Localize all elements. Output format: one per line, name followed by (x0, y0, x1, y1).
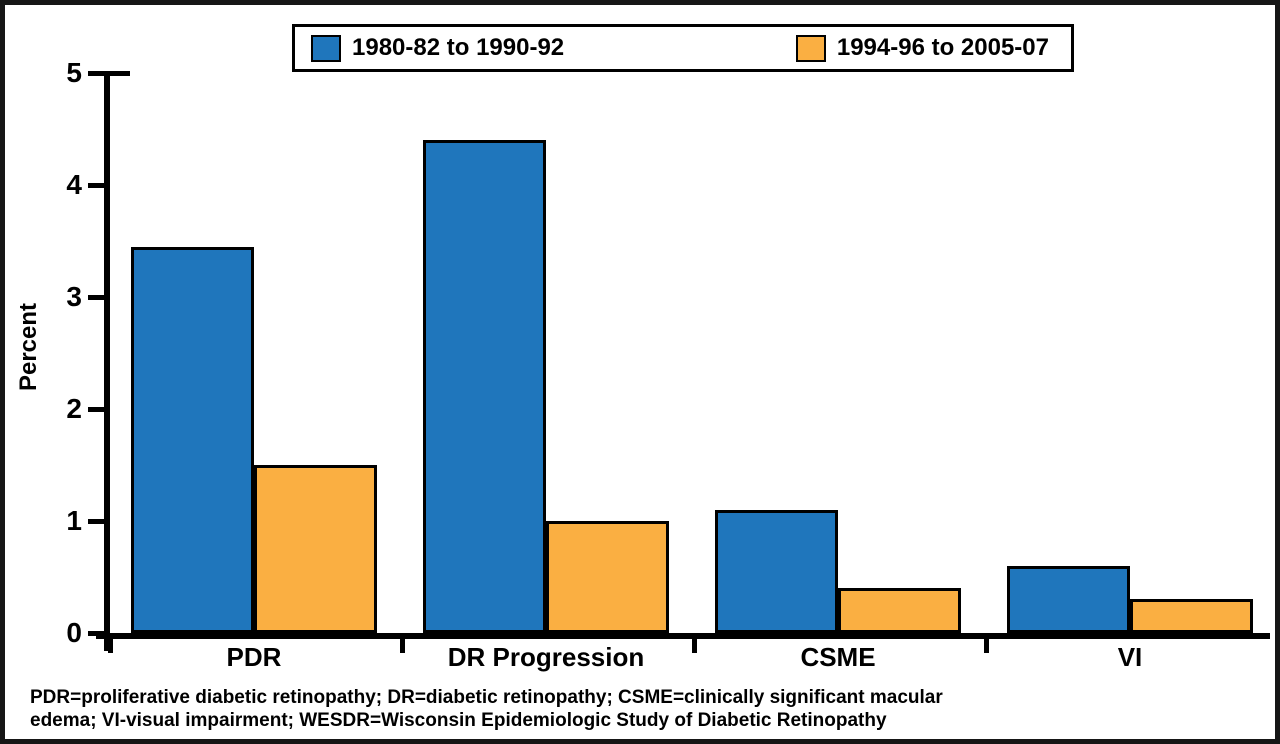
y-tick-label: 5 (66, 57, 82, 88)
bar-pdr-s1 (131, 247, 254, 633)
bar-dr-progression-s2 (546, 521, 669, 633)
legend-swatch-orange (795, 34, 826, 62)
y-tick-mark (88, 519, 107, 524)
x-axis-line (96, 633, 1270, 639)
footnote-line-1: PDR=proliferative diabetic retinopathy; … (30, 687, 943, 708)
category-label-vi: VI (1117, 642, 1143, 672)
footnote: PDR=proliferative diabetic retinopathy; … (30, 686, 1250, 732)
y-tick-mark (88, 407, 107, 412)
category-label-csme: CSME (800, 642, 876, 672)
x-tick-mark (984, 639, 989, 653)
bar-csme-s2 (838, 588, 961, 633)
y-tick-label: 2 (66, 393, 82, 424)
bar-pdr-s2 (254, 465, 377, 633)
legend-label: 1994-96 to 2005-07 (836, 34, 1049, 61)
y-tick-mark (88, 295, 107, 300)
x-tick-mark (692, 639, 697, 653)
legend-label: 1980-82 to 1990-92 (352, 34, 565, 61)
legend-swatch-blue (311, 34, 341, 62)
legend-item-1980-92: 1980-82 to 1990-92 (311, 34, 564, 62)
bar-dr-progression-s1 (423, 140, 546, 633)
y-tick-label: 3 (66, 281, 82, 312)
y-tick-label: 4 (66, 169, 82, 200)
y-tick-label: 1 (66, 505, 82, 536)
footnote-line-2: edema; VI-visual impairment; WESDR=Wisco… (30, 710, 887, 731)
bar-vi-s2 (1130, 599, 1253, 633)
legend: 1980-82 to 1990-92 1994-96 to 2005-07 (292, 24, 1074, 72)
y-tick-label: 0 (66, 617, 82, 648)
bar-vi-s1 (1007, 566, 1130, 633)
y-tick-mark (88, 183, 107, 188)
category-label-pdr: PDR (226, 642, 282, 672)
bar-csme-s1 (715, 510, 838, 633)
y-axis-line (104, 73, 110, 651)
x-tick-mark (400, 639, 405, 653)
legend-item-1994-07: 1994-96 to 2005-07 (795, 34, 1049, 62)
category-label-dr-progression: DR Progression (447, 642, 645, 672)
x-tick-mark (108, 639, 113, 653)
